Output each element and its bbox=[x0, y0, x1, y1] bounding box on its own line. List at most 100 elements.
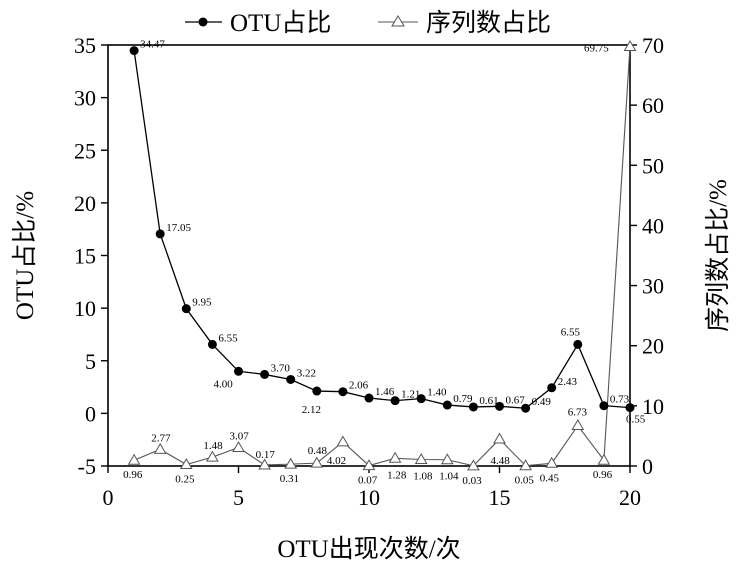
otu-point bbox=[468, 402, 478, 412]
otu-data-label: 0.67 bbox=[506, 394, 526, 406]
otu-data-label: 2.12 bbox=[302, 404, 321, 416]
otu-data-label: 0.61 bbox=[479, 395, 498, 407]
sequence-point bbox=[493, 432, 506, 444]
sequence-point bbox=[571, 419, 585, 431]
otu-point bbox=[390, 396, 400, 406]
left-y-tick-label: -5 bbox=[78, 454, 96, 479]
series-line-otu bbox=[133, 50, 631, 409]
sequence-data-label: 0.17 bbox=[256, 449, 276, 461]
otu-data-label: 2.06 bbox=[349, 380, 369, 392]
otu-point bbox=[207, 339, 217, 349]
plot-frame bbox=[107, 44, 631, 467]
series-line-sequence bbox=[133, 46, 631, 467]
x-tick-label: 5 bbox=[233, 485, 244, 510]
otu-point bbox=[599, 401, 609, 411]
right-y-tick-label: 30 bbox=[642, 274, 664, 299]
left-y-tick-label: 15 bbox=[74, 244, 96, 269]
otu-point bbox=[286, 374, 296, 384]
sequence-data-label: 0.07 bbox=[358, 475, 378, 487]
sequence-point bbox=[127, 453, 141, 465]
right-y-tick-label: 10 bbox=[642, 394, 664, 419]
left-y-tick-label: 35 bbox=[74, 33, 96, 58]
legend-label-otu: OTU占比 bbox=[230, 9, 331, 37]
sequence-point bbox=[623, 40, 637, 52]
otu-point bbox=[573, 339, 583, 349]
otu-point bbox=[625, 403, 635, 413]
otu-data-label: 17.05 bbox=[166, 222, 191, 234]
legend-marker-otu bbox=[198, 17, 208, 27]
otu-data-label: 9.95 bbox=[192, 297, 212, 309]
otu-data-label: 1.46 bbox=[375, 386, 395, 398]
sequence-data-label: 1.48 bbox=[203, 440, 223, 452]
otu-data-label: 1.40 bbox=[427, 387, 447, 399]
left-y-tick-label: 30 bbox=[74, 86, 96, 111]
sequence-point bbox=[284, 457, 298, 469]
otu-data-label: 4.00 bbox=[214, 378, 234, 390]
otu-point bbox=[234, 366, 243, 376]
otu-point bbox=[547, 383, 557, 393]
sequence-data-label: 0.48 bbox=[308, 445, 328, 457]
sequence-data-label: 0.05 bbox=[515, 475, 535, 487]
left-y-tick-label: 0 bbox=[85, 401, 96, 426]
otu-data-label: 0.73 bbox=[610, 394, 630, 406]
otu-point bbox=[312, 386, 322, 396]
sequence-data-label: 0.45 bbox=[540, 472, 560, 484]
sequence-point bbox=[258, 458, 271, 470]
legend-marker-sequence bbox=[391, 15, 405, 27]
sequence-point bbox=[153, 442, 167, 454]
sequence-data-label: 1.04 bbox=[439, 471, 459, 483]
left-y-tick-label: 10 bbox=[74, 296, 96, 321]
left-y-tick-label: 5 bbox=[85, 349, 96, 374]
sequence-point bbox=[467, 459, 480, 471]
sequence-point bbox=[362, 459, 376, 471]
right-y-tick-label: 50 bbox=[642, 153, 664, 178]
right-y-tick-label: 0 bbox=[642, 454, 653, 479]
otu-data-label: 6.55 bbox=[561, 326, 581, 338]
x-axis-title: OTU出现次数/次 bbox=[277, 535, 460, 563]
right-y-axis-title: 序列数占比/% bbox=[704, 179, 732, 332]
otu-point bbox=[416, 394, 426, 404]
sequence-point bbox=[179, 457, 193, 469]
sequence-data-label: 0.31 bbox=[280, 473, 299, 485]
sequence-point bbox=[545, 456, 559, 468]
left-y-tick-label: 20 bbox=[74, 191, 96, 216]
sequence-point bbox=[414, 453, 428, 465]
x-tick-label: 10 bbox=[358, 485, 380, 510]
sequence-data-label: 2.77 bbox=[151, 432, 171, 444]
sequence-data-label: 0.25 bbox=[175, 473, 195, 485]
sequence-point bbox=[388, 451, 402, 463]
sequence-data-label: 69.75 bbox=[584, 43, 609, 55]
otu-point bbox=[129, 46, 139, 56]
sequence-point bbox=[440, 453, 454, 465]
right-y-tick-label: 70 bbox=[642, 33, 664, 58]
legend-label-sequence: 序列数占比 bbox=[426, 9, 551, 37]
sequence-data-label: 3.07 bbox=[230, 431, 250, 443]
otu-point bbox=[338, 387, 348, 397]
otu-data-label: 3.70 bbox=[271, 362, 291, 374]
otu-point bbox=[495, 401, 504, 411]
otu-point bbox=[155, 229, 165, 239]
left-y-tick-label: 25 bbox=[74, 138, 96, 163]
sequence-data-label: 0.96 bbox=[123, 469, 143, 481]
right-y-tick-label: 20 bbox=[642, 334, 664, 359]
sequence-point bbox=[232, 441, 245, 453]
sequence-data-label: 0.03 bbox=[462, 475, 482, 487]
sequence-data-label: 0.96 bbox=[593, 469, 613, 481]
otu-data-label: 0.79 bbox=[453, 393, 473, 405]
right-y-tick-label: 60 bbox=[642, 93, 664, 118]
sequence-data-label: 4.48 bbox=[491, 455, 511, 467]
otu-data-label: 0.49 bbox=[532, 396, 552, 408]
otu-point bbox=[364, 393, 374, 403]
otu-point bbox=[442, 400, 452, 410]
otu-data-label: 1.21 bbox=[401, 389, 420, 401]
sequence-point bbox=[206, 450, 219, 462]
otu-point bbox=[181, 304, 191, 314]
otu-point bbox=[521, 403, 531, 413]
otu-data-label: 6.55 bbox=[218, 332, 238, 344]
sequence-point bbox=[519, 459, 532, 471]
otu-data-label: 3.22 bbox=[297, 367, 316, 379]
sequence-point bbox=[336, 435, 350, 447]
x-tick-label: 0 bbox=[103, 485, 114, 510]
